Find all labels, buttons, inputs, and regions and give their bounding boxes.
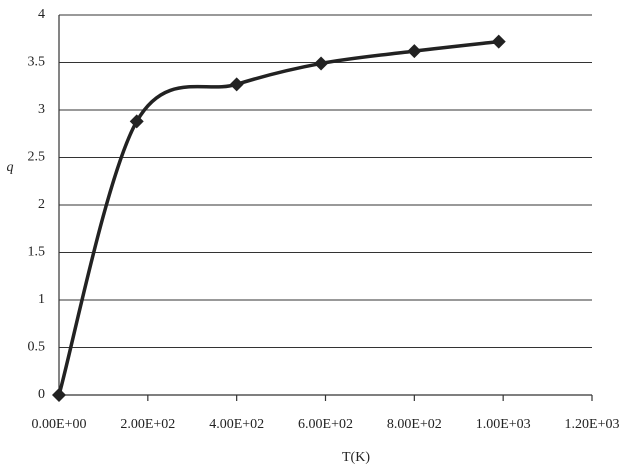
y-axis-label: q <box>7 160 14 175</box>
y-tick-label: 2.5 <box>28 150 46 165</box>
y-tick-label: 0.5 <box>28 340 46 355</box>
x-tick-label: 0.00E+00 <box>32 417 87 432</box>
y-tick-label: 3.5 <box>28 55 46 70</box>
x-tick-label: 1.00E+03 <box>476 417 531 432</box>
data-point <box>52 388 66 402</box>
data-point <box>491 34 506 49</box>
y-tick-label: 3 <box>38 102 45 117</box>
data-point <box>314 56 329 71</box>
data-point <box>129 114 144 129</box>
x-axis-label: T(K) <box>342 450 370 465</box>
data-line <box>57 39 499 396</box>
x-tick-label: 4.00E+02 <box>209 417 264 432</box>
y-tick-label: 4 <box>38 7 45 22</box>
data-point <box>229 77 244 92</box>
x-tick-label: 2.00E+02 <box>120 417 175 432</box>
y-tick-label: 0 <box>38 387 45 402</box>
y-tick-label: 2 <box>38 197 45 212</box>
x-tick-label: 1.20E+03 <box>565 417 620 432</box>
y-tick-label: 1.5 <box>28 245 46 260</box>
y-tick-label: 1 <box>38 292 45 307</box>
x-tick-label: 8.00E+02 <box>387 417 442 432</box>
x-tick-label: 6.00E+02 <box>298 417 353 432</box>
data-point <box>407 44 422 59</box>
